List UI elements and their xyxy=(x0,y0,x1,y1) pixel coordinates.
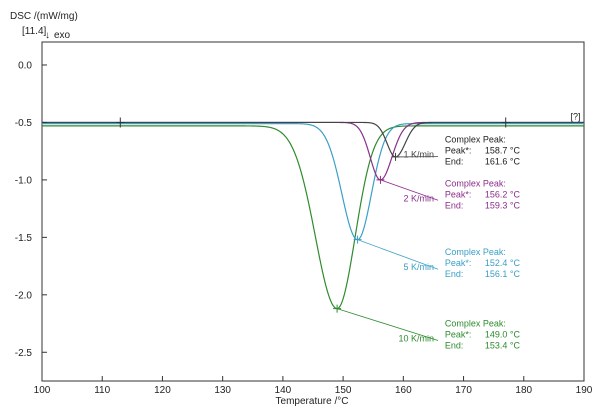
series-line-10-k-min xyxy=(42,125,584,310)
annotation-series-label: 10 K/min xyxy=(399,333,435,343)
annotation-peak-value: 158.7 °C xyxy=(485,146,521,156)
annotation-title: Complex Peak: xyxy=(445,318,506,328)
y-axis-title: DSC /(mW/mg) xyxy=(10,11,78,22)
annotation-end-label: End: xyxy=(445,157,464,167)
exo-label: exo xyxy=(54,30,71,41)
annotation-series-label: 5 K/min xyxy=(404,262,435,272)
series-line-5-k-min xyxy=(42,122,584,241)
y-tick-label: -1.0 xyxy=(15,175,33,186)
x-tick-label: 100 xyxy=(34,385,51,396)
x-tick-label: 170 xyxy=(455,385,472,396)
annotation-peak-label: Peak*: xyxy=(445,329,472,339)
annotation-title: Complex Peak: xyxy=(445,135,506,145)
annotation-end-value: 153.4 °C xyxy=(485,340,521,350)
plot-frame xyxy=(41,41,585,382)
end-marker-label: [?] xyxy=(571,111,581,121)
peak-marker xyxy=(333,304,342,313)
annotation-peak-label: Peak*: xyxy=(445,146,472,156)
annotation-series-label: 1 K/min xyxy=(404,150,435,160)
x-tick-label: 140 xyxy=(275,385,292,396)
x-tick-label: 180 xyxy=(515,385,532,396)
x-tick-label: 190 xyxy=(576,385,593,396)
annotation-leader xyxy=(336,308,439,341)
annotation-leader xyxy=(380,179,439,201)
annotation-peak-value: 152.4 °C xyxy=(485,258,521,268)
annotation-end-label: End: xyxy=(445,200,464,210)
annotation-peak-label: Peak*: xyxy=(445,258,472,268)
annotation-leader xyxy=(357,239,439,270)
y-tick-label: -0.5 xyxy=(15,118,33,129)
annotation-end-label: End: xyxy=(445,269,464,279)
annotation-peak-label: Peak*: xyxy=(445,189,472,199)
annotation-title: Complex Peak: xyxy=(445,247,506,257)
y-axis-scale-label: [11.4] xyxy=(22,26,46,37)
x-axis-title: Temperature /°C xyxy=(276,396,349,407)
y-tick-label: -2.0 xyxy=(15,290,33,301)
annotation-title: Complex Peak: xyxy=(445,178,506,188)
baseline-marker xyxy=(501,117,510,128)
x-tick-label: 160 xyxy=(395,385,412,396)
y-tick-label: -2.5 xyxy=(15,348,33,359)
y-tick-label: 0.0 xyxy=(18,60,32,71)
y-tick-label: -1.5 xyxy=(15,233,33,244)
annotation-series-label: 2 K/min xyxy=(404,193,435,203)
x-tick-label: 130 xyxy=(214,385,231,396)
series-line-1-k-min xyxy=(42,121,584,158)
x-tick-label: 120 xyxy=(154,385,171,396)
x-tick-label: 150 xyxy=(335,385,352,396)
exo-arrow-icon: ↓ xyxy=(45,30,50,41)
annotation-peak-value: 156.2 °C xyxy=(485,189,521,199)
annotation-end-value: 161.6 °C xyxy=(485,157,521,167)
annotation-end-value: 156.1 °C xyxy=(485,269,521,279)
annotation-end-label: End: xyxy=(445,340,464,350)
annotation-peak-value: 149.0 °C xyxy=(485,329,521,339)
baseline-marker xyxy=(116,117,125,128)
peak-marker xyxy=(353,235,362,244)
annotation-end-value: 159.3 °C xyxy=(485,200,521,210)
x-tick-label: 110 xyxy=(94,385,110,396)
